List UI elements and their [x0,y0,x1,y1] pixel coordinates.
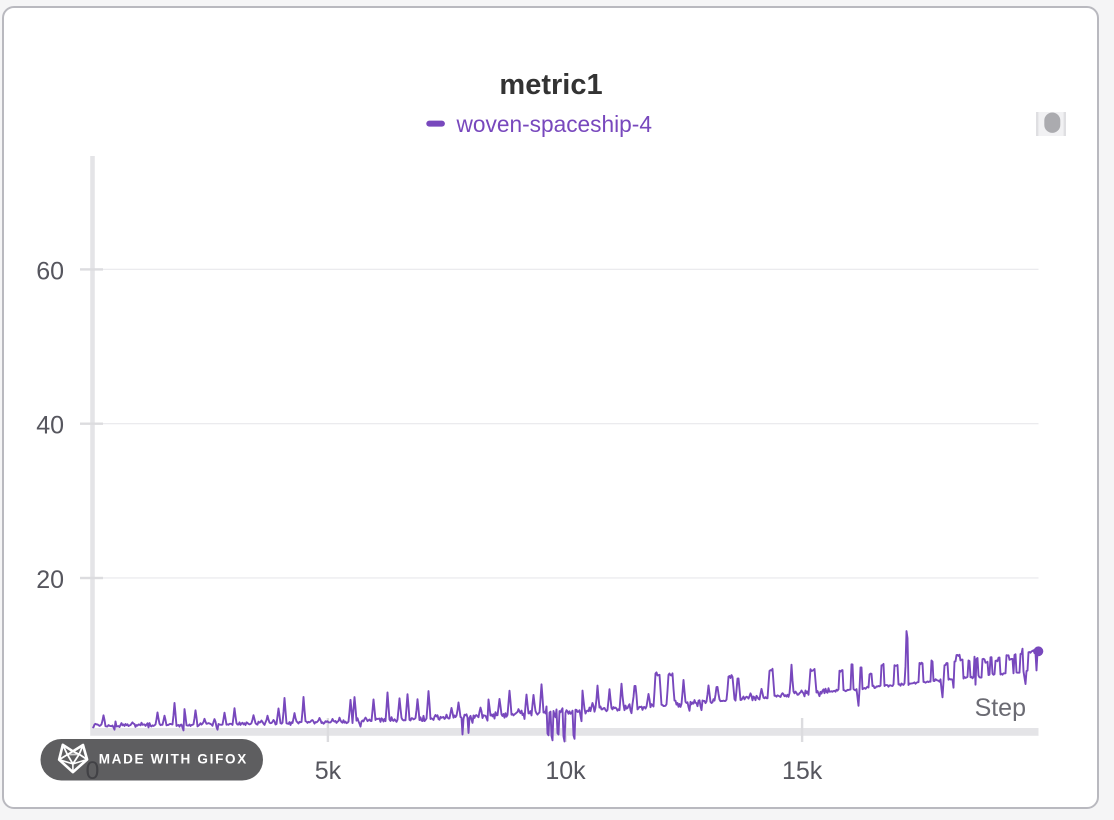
svg-text:20: 20 [36,566,64,594]
svg-text:woven-spaceship-4: woven-spaceship-4 [456,111,652,137]
svg-text:5k: 5k [315,757,342,785]
svg-text:15k: 15k [782,757,823,785]
svg-text:60: 60 [36,257,64,285]
svg-text:metric1: metric1 [499,69,602,101]
svg-text:MADE WITH GIFOX: MADE WITH GIFOX [99,752,248,767]
svg-text:10k: 10k [545,757,586,785]
svg-text:Step: Step [975,694,1026,722]
svg-text:40: 40 [36,412,64,440]
